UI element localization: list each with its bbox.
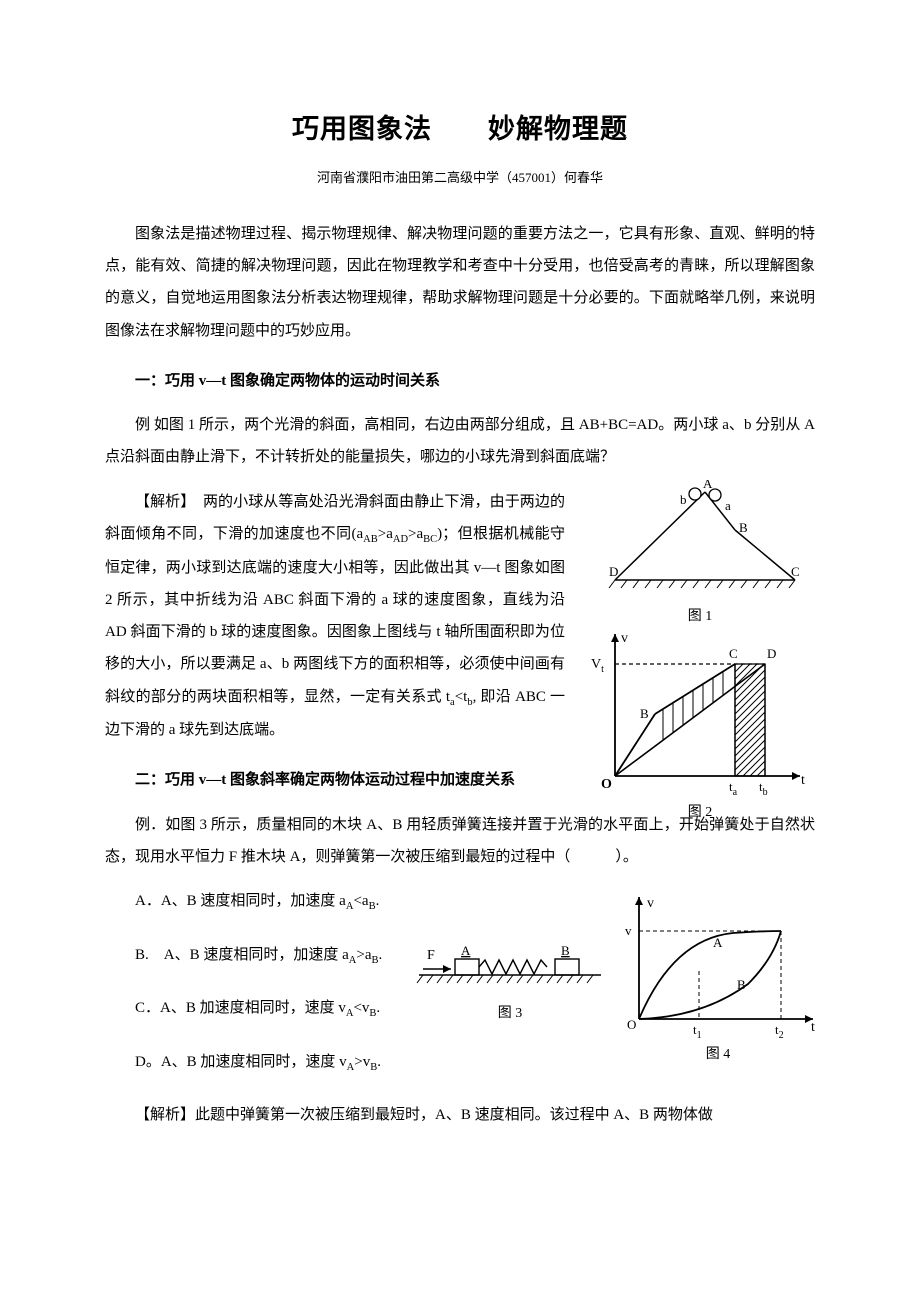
fig4-v: v — [647, 896, 654, 911]
figure-4: v v A B O t1 t2 t 图 4 — [613, 889, 823, 1070]
f2tbs: b — [763, 787, 768, 796]
txt: . — [379, 947, 383, 963]
txt: . — [376, 893, 380, 909]
fig3-B: B — [561, 943, 570, 958]
sub: B — [369, 901, 376, 912]
fig4-vlabel: v — [625, 923, 632, 938]
sub-ab: AB — [363, 534, 378, 545]
sub-ad: AD — [393, 534, 408, 545]
txt: >a — [408, 526, 423, 542]
txt: >v — [354, 1054, 370, 1070]
s1-analysis-row: 【解析】 两的小球从等高处沿光滑斜面由静止下滑，由于两边的斜面倾角不同，下滑的加… — [105, 486, 815, 797]
fig2-C: C — [729, 646, 738, 661]
txt: B. A、B 速度相同时，加速度 a — [135, 947, 349, 963]
fig4-B: B — [737, 977, 746, 992]
fig3-F: F — [427, 948, 435, 963]
f4t2s: 2 — [779, 1030, 784, 1041]
txt: )；但根据机械能守恒定律，两小球到达底端的速度大小相等，因此做出其 v—t 图象… — [105, 526, 565, 705]
svg-text:ta: ta — [729, 779, 738, 796]
fig1-b: b — [680, 492, 687, 507]
figure-2: v Vt B C D O ta tb t 图 2 — [585, 626, 815, 828]
fig3-caption: 图 3 — [415, 999, 605, 1029]
svg-text:t2: t2 — [775, 1022, 784, 1041]
fig4-A: A — [713, 935, 723, 950]
fig3-A: A — [461, 943, 471, 958]
svg-text:t1: t1 — [693, 1022, 702, 1041]
txt: C．A、B 加速度相同时，速度 v — [135, 1000, 346, 1016]
section-2-heading: 二：巧用 v—t 图象斜率确定两物体运动过程中加速度关系 — [105, 764, 565, 796]
f2vt: V — [591, 657, 601, 672]
s1-analysis: 【解析】 两的小球从等高处沿光滑斜面由静止下滑，由于两边的斜面倾角不同，下滑的加… — [105, 486, 565, 747]
txt: <a — [353, 893, 368, 909]
f4t1s: 1 — [697, 1030, 702, 1041]
fig2-B: B — [640, 706, 649, 721]
txt: <v — [353, 1000, 369, 1016]
f2vts: t — [601, 664, 604, 675]
fig4-t: t — [811, 1020, 815, 1035]
s2-options-row: A．A、B 速度相同时，加速度 aA<aB. B. A、B 速度相同时，加速度 … — [105, 885, 815, 1079]
section-1-heading: 一：巧用 v—t 图象确定两物体的运动时间关系 — [105, 365, 815, 397]
txt: A．A、B 速度相同时，加速度 a — [135, 893, 346, 909]
page-title: 巧用图象法 妙解物理题 — [105, 100, 815, 158]
fig1-D: D — [609, 564, 618, 579]
intro-paragraph: 图象法是描述物理过程、揭示物理规律、解决物理问题的重要方法之一，它具有形象、直观… — [105, 218, 815, 347]
fig4-caption: 图 4 — [613, 1040, 823, 1070]
txt: <t — [455, 689, 468, 705]
s1-example: 例 如图 1 所示，两个光滑的斜面，高相同，右边由两部分组成，且 AB+BC=A… — [105, 409, 815, 474]
fig2-caption: 图 2 — [585, 798, 815, 828]
fig4-O: O — [627, 1017, 636, 1032]
txt: >a — [356, 947, 371, 963]
sub-bc: BC — [423, 534, 437, 545]
txt: . — [376, 1000, 380, 1016]
fig1-A: A — [703, 480, 713, 491]
option-a: A．A、B 速度相同时，加速度 aA<aB. — [105, 885, 415, 919]
svg-text:tb: tb — [759, 779, 768, 796]
fig2-D: D — [767, 646, 776, 661]
option-d: D。A、B 加速度相同时，速度 vA>vB. — [105, 1046, 415, 1080]
txt: >a — [378, 526, 393, 542]
fig2-v: v — [621, 631, 628, 646]
txt: D。A、B 加速度相同时，速度 v — [135, 1054, 347, 1070]
txt: . — [377, 1054, 381, 1070]
svg-text:Vt: Vt — [591, 657, 604, 675]
figure-3: F A B 图 3 — [415, 937, 605, 1029]
option-b: B. A、B 速度相同时，加速度 aA>aB. — [105, 939, 415, 973]
byline: 河南省濮阳市油田第二高级中学（457001）何春华 — [105, 164, 815, 192]
option-c: C．A、B 加速度相同时，速度 vA<vB. — [105, 992, 415, 1026]
fig1-B: B — [739, 520, 748, 535]
fig1-a: a — [725, 498, 731, 513]
f2tas: a — [733, 787, 738, 796]
fig1-C: C — [791, 564, 800, 579]
s2-analysis: 【解析】此题中弹簧第一次被压缩到最短时，A、B 速度相同。该过程中 A、B 两物… — [105, 1099, 815, 1131]
figure-1: A b a B C D 图 1 — [595, 480, 805, 632]
sub: B — [371, 955, 378, 966]
fig2-t: t — [801, 773, 805, 788]
fig2-O: O — [601, 777, 612, 792]
